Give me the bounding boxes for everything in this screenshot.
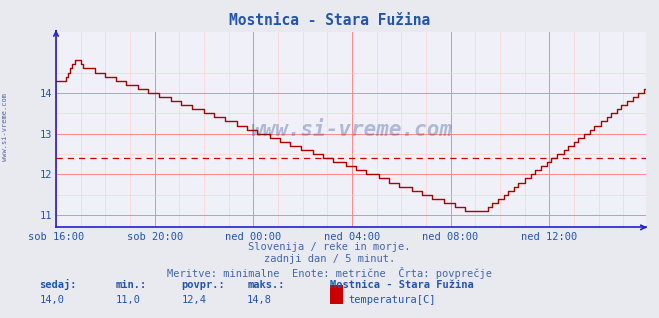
Text: www.si-vreme.com: www.si-vreme.com: [2, 93, 9, 161]
Text: 11,0: 11,0: [115, 295, 140, 305]
Text: www.si-vreme.com: www.si-vreme.com: [250, 120, 452, 140]
Text: zadnji dan / 5 minut.: zadnji dan / 5 minut.: [264, 254, 395, 264]
Text: Mostnica - Stara Fužina: Mostnica - Stara Fužina: [330, 280, 473, 290]
Text: maks.:: maks.:: [247, 280, 285, 290]
Text: sedaj:: sedaj:: [40, 279, 77, 290]
Text: min.:: min.:: [115, 280, 146, 290]
Text: 14,0: 14,0: [40, 295, 65, 305]
Text: Meritve: minimalne  Enote: metrične  Črta: povprečje: Meritve: minimalne Enote: metrične Črta:…: [167, 267, 492, 279]
Text: Mostnica - Stara Fužina: Mostnica - Stara Fužina: [229, 13, 430, 28]
Text: 14,8: 14,8: [247, 295, 272, 305]
Text: povpr.:: povpr.:: [181, 280, 225, 290]
Text: 12,4: 12,4: [181, 295, 206, 305]
Text: Slovenija / reke in morje.: Slovenija / reke in morje.: [248, 242, 411, 252]
Text: temperatura[C]: temperatura[C]: [348, 295, 436, 305]
